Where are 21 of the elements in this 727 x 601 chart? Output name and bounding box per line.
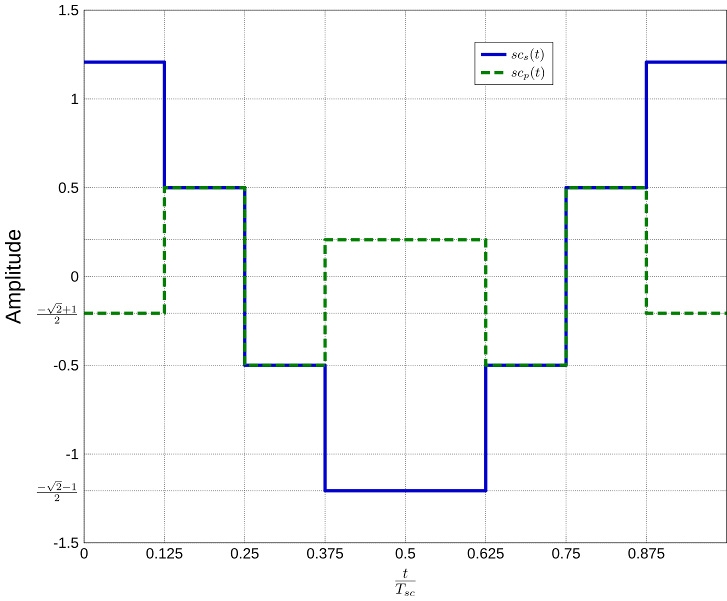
y-tick-label: 0 <box>71 271 78 282</box>
y-tick-label: $\frac{-\sqrt{2}-1}{2}$ <box>36 481 78 502</box>
x-tick-label: 0.5 <box>396 548 416 559</box>
y-tick-label: -1.5 <box>54 538 78 548</box>
x-tick-label: 0.25 <box>230 548 259 559</box>
x-tick-label: 0.625 <box>468 548 504 559</box>
y-tick-label: $\frac{-\sqrt{2}+1}{2}$ <box>37 303 78 324</box>
x-tick-label: 0.75 <box>552 548 580 559</box>
y-tick-label: 1 <box>72 94 78 104</box>
y-tick-label: 0.5 <box>58 182 78 193</box>
y-tick-label: -0.5 <box>54 360 78 371</box>
x-tick-label: 0 <box>80 548 88 559</box>
x-tick-label: 0.375 <box>307 548 344 559</box>
x-tick-label: 0.125 <box>146 548 182 559</box>
y-tick-label: -1 <box>66 448 78 460</box>
y-tick-label: 1.5 <box>59 4 78 16</box>
legend-label: $sc_p(t)$ <box>512 66 544 80</box>
legend-label: $sc_s(t)$ <box>512 48 544 62</box>
x-axis-title: $\frac{t}{T_{sc}}$ <box>395 568 416 596</box>
y-axis-title: Amplitude <box>4 230 25 324</box>
x-tick-label: 0.875 <box>628 548 664 559</box>
